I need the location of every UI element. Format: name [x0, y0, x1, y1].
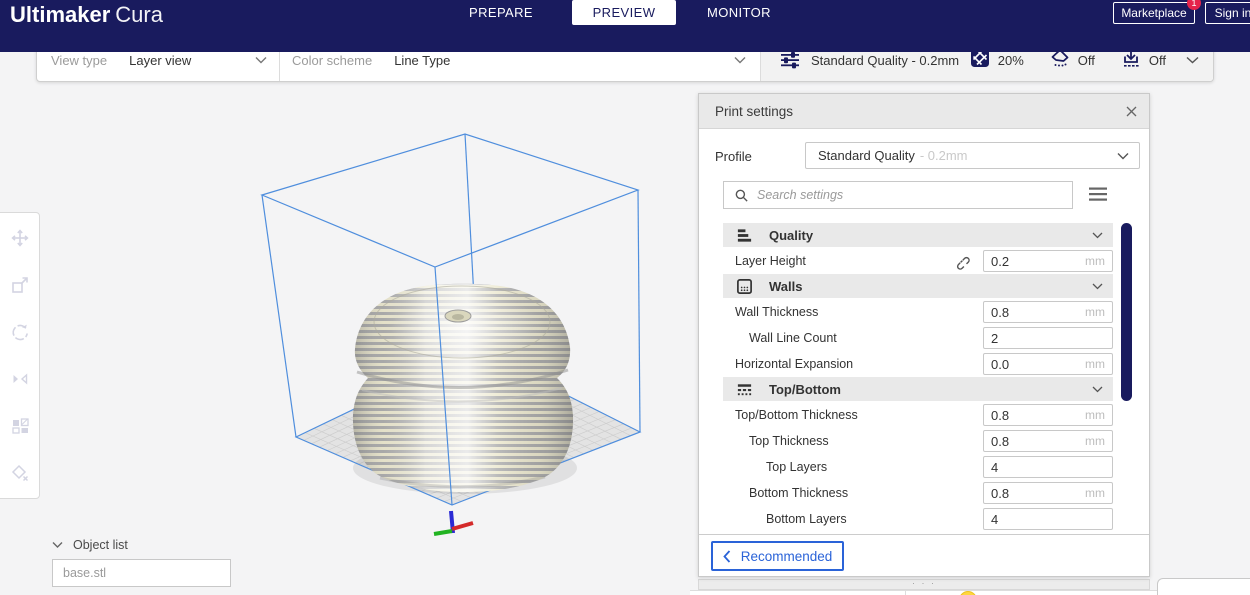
move-icon	[10, 229, 29, 247]
model-top-knob	[444, 309, 472, 323]
bottom-right-panel-corner	[1157, 578, 1250, 595]
chevron-down-icon	[255, 51, 267, 69]
rotate-icon	[11, 324, 28, 341]
marketplace-button[interactable]: Marketplace 1	[1113, 0, 1201, 24]
top-bottom-icon	[737, 383, 752, 395]
print-settings-footer: Recommended	[699, 534, 1149, 576]
infill-icon	[970, 48, 990, 73]
scale-icon	[11, 277, 28, 293]
toolbar-divider	[760, 39, 761, 81]
settings-scrollbar[interactable]	[1121, 223, 1132, 401]
settings-list: Quality Layer Height 0.2 mm	[699, 223, 1149, 536]
print-settings-header: Print settings	[699, 94, 1149, 129]
layer-height-input[interactable]: 0.2 mm	[983, 250, 1113, 272]
object-list-label: Object list	[73, 538, 128, 552]
object-list-item[interactable]: base.stl	[52, 559, 231, 587]
tab-monitor[interactable]: MONITOR	[707, 5, 771, 20]
print-settings-sliders-icon	[781, 52, 799, 69]
search-icon	[735, 189, 748, 202]
sliced-model[interactable]	[352, 283, 574, 492]
tab-preview[interactable]: PREVIEW	[572, 0, 676, 25]
setting-row-layer-height: Layer Height 0.2 mm	[699, 248, 1149, 274]
chevron-down-icon	[52, 542, 63, 548]
close-button[interactable]	[1126, 106, 1137, 117]
model-tools-toolbar	[0, 212, 40, 499]
setting-row-bottom-thickness: Bottom Thickness 0.8 mm	[699, 480, 1149, 506]
origin-axes	[433, 510, 474, 536]
wall-line-count-input[interactable]: 2	[983, 327, 1113, 349]
top-layers-input[interactable]: 4	[983, 456, 1113, 478]
infill-summary-value: 20%	[997, 52, 1024, 68]
section-header-walls[interactable]: Walls	[723, 274, 1113, 298]
chevron-down-icon	[1092, 226, 1103, 244]
application-header: Ultimaker Cura PREPARE PREVIEW MONITOR Ma…	[0, 0, 1250, 52]
quality-icon	[737, 228, 752, 242]
build-volume	[260, 133, 641, 506]
setting-row-wall-line-count: Wall Line Count 2	[699, 325, 1149, 351]
chevron-down-icon	[1117, 147, 1129, 165]
chevron-down-icon	[1186, 51, 1199, 69]
setting-row-bottom-layers: Bottom Layers 4	[699, 506, 1149, 532]
chevron-down-icon	[1092, 277, 1103, 295]
section-header-quality[interactable]: Quality	[723, 223, 1113, 247]
profile-value: Standard Quality	[818, 148, 915, 163]
walls-icon	[737, 278, 752, 294]
app-logo: Ultimaker Cura	[10, 2, 163, 27]
profile-label: Profile	[715, 149, 752, 164]
setting-row-top-thickness: Top Thickness 0.8 mm	[699, 428, 1149, 454]
top-thickness-input[interactable]: 0.8 mm	[983, 430, 1113, 452]
setting-row-horizontal-expansion: Horizontal Expansion 0.0 mm	[699, 351, 1149, 377]
search-input[interactable]	[757, 188, 1064, 202]
setting-row-wall-thickness: Wall Thickness 0.8 mm	[699, 299, 1149, 325]
toolbar-divider	[279, 39, 280, 81]
move-tool-button[interactable]	[8, 226, 32, 250]
support-blocker-button[interactable]	[8, 461, 32, 485]
sign-in-button[interactable]: Sign in	[1205, 2, 1250, 24]
support-icon	[1050, 48, 1070, 73]
panel-title: Print settings	[715, 103, 794, 119]
profile-suffix: - 0.2mm	[919, 148, 968, 163]
active-profile-summary: Standard Quality - 0.2mm	[811, 52, 960, 68]
bottom-layers-input[interactable]: 4	[983, 508, 1113, 530]
chevron-down-icon	[1092, 380, 1103, 398]
color-scheme-dropdown[interactable]: Color scheme Line Type	[280, 39, 760, 81]
settings-visibility-menu-button[interactable]	[1088, 186, 1108, 207]
per-model-settings-icon	[11, 418, 29, 434]
close-icon	[1126, 106, 1137, 116]
adhesion-summary-value: Off	[1148, 52, 1166, 68]
rotate-tool-button[interactable]	[8, 320, 32, 344]
adhesion-icon	[1121, 48, 1141, 73]
chevron-down-icon	[734, 51, 746, 69]
support-blocker-icon	[11, 464, 28, 482]
panel-resize-handle[interactable]: · · ·	[698, 579, 1150, 590]
print-settings-panel: Print settings Profile Standard Quality …	[698, 93, 1150, 577]
bottom-strip-divider	[905, 590, 906, 595]
per-model-settings-button[interactable]	[8, 414, 32, 438]
scale-tool-button[interactable]	[8, 273, 32, 297]
view-type-dropdown[interactable]: View type Layer view	[37, 39, 279, 81]
hamburger-icon	[1089, 187, 1107, 201]
horizontal-expansion-input[interactable]: 0.0 mm	[983, 353, 1113, 375]
bottom-thickness-input[interactable]: 0.8 mm	[983, 482, 1113, 504]
profile-dropdown[interactable]: Standard Quality - 0.2mm	[805, 142, 1140, 169]
mirror-tool-button[interactable]	[8, 367, 32, 391]
support-summary-value: Off	[1077, 52, 1095, 68]
object-list-toggle[interactable]: Object list	[52, 538, 231, 552]
search-settings-box[interactable]	[723, 181, 1073, 209]
tab-prepare[interactable]: PREPARE	[469, 5, 533, 20]
top-bottom-thickness-input[interactable]: 0.8 mm	[983, 404, 1113, 426]
setting-row-top-bottom-thickness: Top/Bottom Thickness 0.8 mm	[699, 402, 1149, 428]
setting-row-top-layers: Top Layers 4	[699, 454, 1149, 480]
recommended-mode-button[interactable]: Recommended	[711, 541, 844, 571]
mirror-icon	[13, 373, 27, 385]
section-header-top-bottom[interactable]: Top/Bottom	[723, 377, 1113, 401]
notification-badge: 1	[1187, 0, 1201, 10]
link-icon[interactable]	[953, 253, 970, 270]
object-list: Object list base.stl	[52, 538, 231, 587]
wall-thickness-input[interactable]: 0.8 mm	[983, 301, 1113, 323]
chevron-left-icon	[723, 549, 730, 563]
